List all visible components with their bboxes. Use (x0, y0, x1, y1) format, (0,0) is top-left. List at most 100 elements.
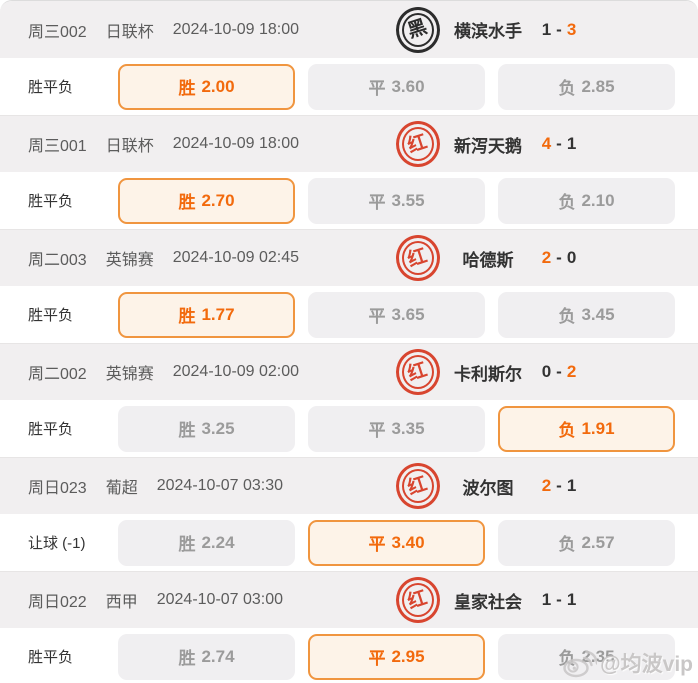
odds-button-lose[interactable]: 负 3.45 (498, 291, 675, 338)
odds-label: 负 (558, 421, 576, 440)
odds-button-lose[interactable]: 负 1.91 (498, 405, 675, 452)
odds-row: 胜平负 胜 2.70 平 3.55 负 2.10 (0, 172, 698, 229)
odds-label: 负 (558, 193, 576, 212)
odds-value: 2.10 (581, 190, 615, 210)
odds-button-lose[interactable]: 负 2.57 (498, 519, 675, 566)
match-header: 周日023 葡超 2024-10-07 03:30 红 波尔图 2 (0, 457, 698, 514)
odds-label: 胜 (178, 535, 196, 554)
odds-button-win[interactable]: 胜 2.74 (118, 633, 295, 680)
odds-button-lose[interactable]: 负 2.35 (498, 633, 675, 680)
match-datetime: 2024-10-09 02:00 (172, 363, 300, 380)
away-score: 1 (566, 134, 577, 153)
score: 4 - 1 (536, 134, 582, 154)
league-name: 葡超 (105, 480, 138, 497)
odds-label: 平 (368, 193, 386, 212)
home-team: 波尔图 (462, 478, 514, 498)
odds-label: 负 (558, 79, 576, 98)
odds-value: 2.24 (201, 532, 235, 552)
match-section: 周二002 英锦赛 2024-10-09 02:00 红 卡利斯尔 0 (0, 343, 698, 457)
odds-label: 平 (368, 535, 386, 554)
match-result: 红 皇家社会 1 - 1 (396, 577, 698, 623)
stamp-char: 红 (405, 131, 431, 157)
match-header: 周二002 英锦赛 2024-10-09 02:00 红 卡利斯尔 0 (0, 343, 698, 400)
away-score: 0 (566, 248, 577, 267)
stamp-inner-ring: 黑 (402, 12, 434, 47)
result-stamp-badge: 黑 (396, 6, 440, 53)
odds-label: 胜 (178, 649, 196, 668)
league-name: 英锦赛 (105, 366, 154, 383)
home-score: 0 (541, 362, 552, 381)
match-section: 周二003 英锦赛 2024-10-09 02:45 红 哈德斯 2 (0, 229, 698, 343)
league-name: 英锦赛 (105, 252, 154, 269)
stamp-char: 红 (405, 587, 431, 613)
odds-value: 2.70 (201, 190, 235, 210)
odds-button-draw[interactable]: 平 3.40 (308, 519, 485, 566)
home-team: 横滨水手 (454, 22, 522, 41)
home-team: 皇家社会 (454, 592, 522, 612)
match-datetime: 2024-10-09 18:00 (172, 20, 300, 38)
match-code: 周三002 (28, 23, 87, 41)
odds-buttons: 胜 2.74 平 2.95 负 2.35 (118, 633, 675, 680)
match-code: 周日022 (28, 594, 87, 611)
match-section: 周三002 日联杯 2024-10-09 18:00 黑 横滨水手 1 (0, 1, 698, 115)
odds-buttons: 胜 2.24 平 3.40 负 2.57 (118, 519, 675, 566)
match-result: 黑 横滨水手 1 - 3 (396, 6, 698, 53)
score: 2 - 1 (536, 476, 582, 496)
odds-buttons: 胜 2.00 平 3.60 负 2.85 (118, 63, 675, 110)
home-score: 1 (541, 590, 552, 609)
odds-buttons: 胜 3.25 平 3.35 负 1.91 (118, 405, 675, 452)
odds-button-lose[interactable]: 负 2.85 (498, 63, 675, 110)
odds-value: 2.00 (201, 76, 235, 96)
home-score: 1 (541, 19, 552, 39)
odds-button-win[interactable]: 胜 1.77 (118, 291, 295, 338)
odds-button-draw[interactable]: 平 3.55 (308, 177, 485, 224)
odds-value: 2.74 (201, 646, 235, 666)
match-result: 红 卡利斯尔 0 - 2 (396, 349, 698, 395)
odds-row: 胜平负 胜 1.77 平 3.65 负 3.45 (0, 286, 698, 343)
odds-value: 3.45 (581, 304, 615, 324)
away-score: 1 (566, 476, 577, 495)
odds-button-win[interactable]: 胜 3.25 (118, 405, 295, 452)
odds-button-draw[interactable]: 平 3.35 (308, 405, 485, 452)
stamp-inner-ring: 红 (402, 127, 434, 161)
odds-value: 3.55 (391, 190, 425, 210)
bet-type-label: 胜平负 (28, 307, 74, 324)
odds-button-win[interactable]: 胜 2.70 (118, 177, 295, 224)
odds-button-draw[interactable]: 平 3.60 (308, 63, 485, 110)
odds-label: 平 (368, 79, 386, 98)
odds-button-draw[interactable]: 平 2.95 (308, 633, 485, 680)
match-header: 周二003 英锦赛 2024-10-09 02:45 红 哈德斯 2 (0, 229, 698, 286)
match-info: 周日022 西甲 2024-10-07 03:00 (0, 588, 396, 612)
odds-row: 胜 平 负 胜 2.00 平 3.60 负 2.85 (0, 58, 698, 115)
match-section: 周日022 西甲 2024-10-07 03:00 红 皇家社会 1 (0, 571, 698, 683)
odds-value: 2.95 (391, 646, 425, 666)
odds-label: 平 (368, 649, 386, 668)
match-header: 周日022 西甲 2024-10-07 03:00 红 皇家社会 1 (0, 571, 698, 628)
away-score: 1 (566, 590, 577, 609)
odds-value: 3.60 (391, 76, 425, 96)
result-stamp-badge: 红 (396, 235, 440, 281)
odds-button-win[interactable]: 胜 2.24 (118, 519, 295, 566)
match-datetime: 2024-10-09 18:00 (172, 135, 300, 152)
odds-label: 平 (368, 307, 386, 326)
odds-label: 胜 (178, 421, 196, 440)
match-code: 周二002 (28, 366, 87, 383)
result-stamp-badge: 红 (396, 463, 440, 509)
match-info: 周二003 英锦赛 2024-10-09 02:45 (0, 246, 396, 270)
odds-button-lose[interactable]: 负 2.10 (498, 177, 675, 224)
odds-label: 胜 (178, 79, 196, 98)
odds-value: 1.77 (201, 304, 235, 324)
match-result: 红 哈德斯 2 - 0 (396, 235, 698, 281)
bet-type-label: 胜平负 (28, 193, 74, 210)
stamp-inner-ring: 红 (402, 469, 434, 503)
odds-label: 负 (558, 649, 576, 668)
home-team: 新泻天鹅 (454, 136, 522, 156)
odds-button-draw[interactable]: 平 3.65 (308, 291, 485, 338)
stamp-char: 红 (405, 473, 431, 499)
odds-button-win[interactable]: 胜 2.00 (118, 63, 295, 110)
match-header: 周三001 日联杯 2024-10-09 18:00 红 新泻天鹅 4 (0, 115, 698, 172)
league-name: 日联杯 (105, 23, 154, 41)
home-score: 2 (541, 248, 552, 267)
